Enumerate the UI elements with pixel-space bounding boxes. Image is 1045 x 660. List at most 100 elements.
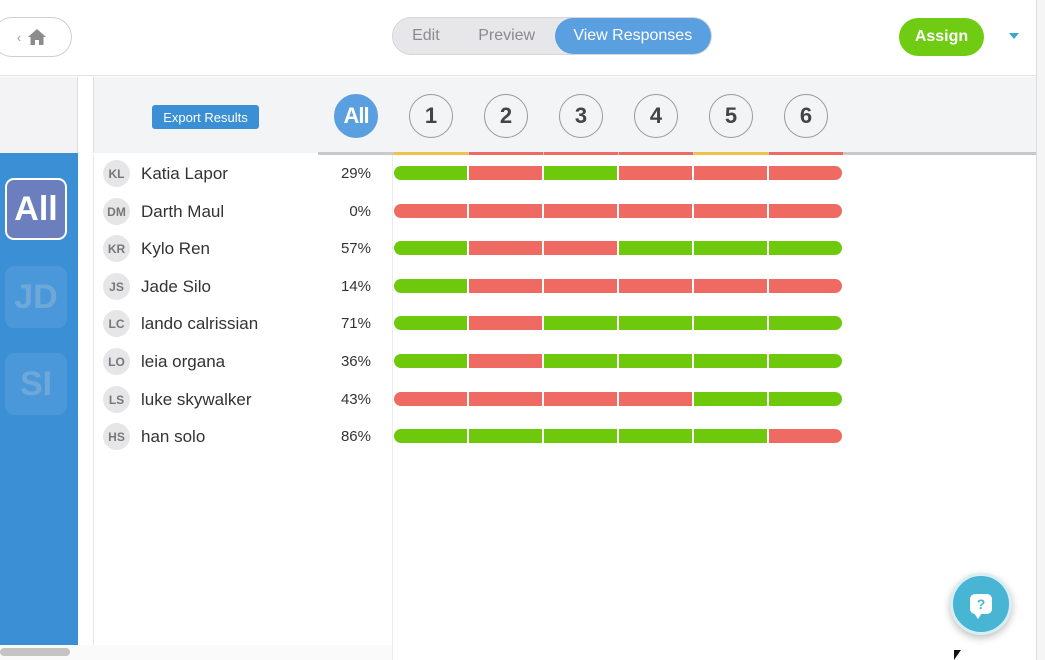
question-4-result-incorrect[interactable] [619,166,692,180]
assign-button[interactable]: Assign [899,18,984,56]
sidebar-tile-all[interactable]: All [5,178,67,240]
student-row[interactable]: LC lando calrissian 71% [93,309,393,337]
question-2-result-incorrect[interactable] [469,279,542,293]
student-row[interactable]: DM Darth Maul 0% [93,197,393,225]
question-3-result-incorrect[interactable] [544,392,617,406]
question-6-result-incorrect[interactable] [769,279,842,293]
student-score-percent: 29% [340,165,371,182]
question-1-result-incorrect[interactable] [394,204,467,218]
student-name[interactable]: luke skywalker [141,390,252,409]
home-icon [28,29,47,45]
results-divider [392,155,393,660]
student-name[interactable]: Katia Lapor [141,164,228,183]
sidebar-tile-si[interactable]: SI [5,353,67,415]
student-score-percent: 0% [349,203,371,220]
question-4-result-correct[interactable] [619,354,692,368]
question-2-result-incorrect[interactable] [469,316,542,330]
tab-view-responses[interactable]: View Responses [554,18,712,54]
student-name[interactable]: Darth Maul [141,202,225,221]
question-4-result-incorrect[interactable] [619,392,692,406]
student-score-percent: 86% [340,428,371,445]
student-initials-avatar: KL [103,160,130,187]
question-5-result-correct[interactable] [694,392,767,406]
question-1-result-correct[interactable] [394,166,467,180]
student-name[interactable]: han solo [141,427,206,446]
question-2-result-incorrect[interactable] [469,204,542,218]
assign-dropdown-caret-icon[interactable] [1009,33,1019,39]
help-button[interactable]: ? [950,573,1012,635]
question-6-result-correct[interactable] [769,241,842,255]
question-1-result-correct[interactable] [394,429,467,443]
question-3-result-incorrect[interactable] [544,204,617,218]
student-row[interactable]: LO leia organa 36% [93,347,393,375]
question-1-result-incorrect[interactable] [394,392,467,406]
question-6-result-incorrect[interactable] [769,429,842,443]
question-4-result-correct[interactable] [619,316,692,330]
student-row[interactable]: HS han solo 86% [93,422,393,450]
question-6-result-correct[interactable] [769,392,842,406]
question-3-result-correct[interactable] [544,316,617,330]
student-initials-avatar: LS [103,386,130,413]
question-5-result-correct[interactable] [694,241,767,255]
tab-edit[interactable]: Edit [412,27,440,44]
student-initials-avatar: JS [103,273,130,300]
question-3-button[interactable]: 3 [559,94,603,138]
student-row[interactable]: LS luke skywalker 43% [93,385,393,413]
question-3-result-correct[interactable] [544,166,617,180]
question-5-result-correct[interactable] [694,316,767,330]
student-name[interactable]: lando calrissian [141,314,259,333]
student-row[interactable]: JS Jade Silo 14% [93,272,393,300]
home-button[interactable]: ‹ [0,17,72,57]
bottom-strip [0,645,392,660]
question-5-result-correct[interactable] [694,354,767,368]
question-6-result-correct[interactable] [769,316,842,330]
horizontal-scrollbar[interactable] [0,648,70,656]
question-4-status-line [619,152,693,155]
sidebar-tile-jd[interactable]: JD [5,266,67,328]
question-1-button[interactable]: 1 [409,94,453,138]
student-name[interactable]: Jade Silo [141,277,211,296]
student-results-bar [394,279,842,293]
question-5-result-incorrect[interactable] [694,279,767,293]
student-score-percent: 71% [340,315,371,332]
question-1-result-correct[interactable] [394,354,467,368]
question-5-button[interactable]: 5 [709,94,753,138]
question-1-result-correct[interactable] [394,241,467,255]
export-results-button[interactable]: Export Results [152,105,259,129]
question-2-result-incorrect[interactable] [469,166,542,180]
question-4-result-incorrect[interactable] [619,204,692,218]
student-results-bar [394,241,842,255]
question-6-result-incorrect[interactable] [769,204,842,218]
question-2-result-incorrect[interactable] [469,392,542,406]
student-name[interactable]: Kylo Ren [141,239,210,258]
question-2-result-correct[interactable] [469,429,542,443]
question-4-button[interactable]: 4 [634,94,678,138]
question-4-result-correct[interactable] [619,429,692,443]
question-2-button[interactable]: 2 [484,94,528,138]
question-filter-all[interactable]: All [334,94,378,138]
student-score-percent: 57% [340,240,371,257]
student-results-bar [394,204,842,218]
tab-preview[interactable]: Preview [478,27,536,44]
mode-toggle: Edit Preview View Responses [392,17,712,55]
student-name[interactable]: leia organa [141,352,226,371]
question-1-result-correct[interactable] [394,316,467,330]
question-6-result-incorrect[interactable] [769,166,842,180]
question-2-result-incorrect[interactable] [469,354,542,368]
question-5-result-incorrect[interactable] [694,204,767,218]
question-4-result-incorrect[interactable] [619,279,692,293]
question-4-result-correct[interactable] [619,241,692,255]
question-3-result-correct[interactable] [544,354,617,368]
question-2-result-incorrect[interactable] [469,241,542,255]
student-row[interactable]: KR Kylo Ren 57% [93,234,393,262]
student-row[interactable]: KL Katia Lapor 29% [93,159,393,187]
question-1-result-correct[interactable] [394,279,467,293]
question-5-result-incorrect[interactable] [694,166,767,180]
question-5-result-correct[interactable] [694,429,767,443]
question-3-result-incorrect[interactable] [544,279,617,293]
question-3-result-correct[interactable] [544,429,617,443]
question-6-result-correct[interactable] [769,354,842,368]
window-edge [1036,0,1045,660]
question-3-result-incorrect[interactable] [544,241,617,255]
question-6-button[interactable]: 6 [784,94,828,138]
